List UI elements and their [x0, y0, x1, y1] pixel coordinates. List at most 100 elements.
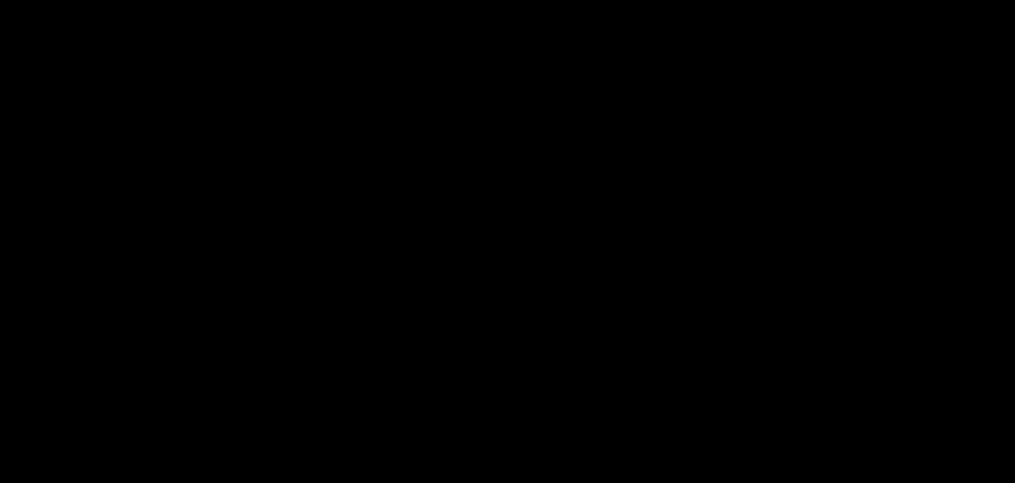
cell-9m24: -: [780, 437, 877, 460]
cell-3q25: 1: [396, 391, 493, 414]
cell-2q25: 38: [492, 46, 589, 69]
summary-row: Commercial Aviation 20 19 16 46 42 77-85: [0, 230, 1015, 253]
cell-9m24: 3: [780, 414, 877, 437]
cell-3q24: 2: [588, 276, 685, 299]
cell-guidance: 145-155: [876, 46, 1015, 69]
cell-guidance: 77-85: [876, 230, 1015, 253]
cell-2q25: [492, 253, 589, 276]
summary-row: Defense & Security 1 4 2 5 3: [0, 391, 1015, 414]
cell-guidance: [876, 138, 1015, 161]
row-label: Commercial Aviation: [0, 230, 397, 253]
row-label: Executive Aviation: [0, 46, 397, 69]
table-row: 10 22 18: [0, 161, 1015, 184]
cell-2q25: [492, 69, 589, 92]
cell-2q25: [492, 23, 589, 46]
cell-9m25: 20: [684, 253, 781, 276]
cell-9m24: 15: [780, 138, 877, 161]
cell-9m24: 15: [780, 299, 877, 322]
cell-2q25: [492, 322, 589, 345]
cell-guidance: [876, 253, 1015, 276]
cell-3q24: -: [588, 437, 685, 460]
cell-9m24: 21: [780, 253, 877, 276]
cell-9m25: [684, 460, 781, 483]
table-row: - -4-: [0, 437, 1015, 460]
cell-3q25: 41: [396, 46, 493, 69]
cell-3q24: [588, 184, 685, 207]
cell-9m25: 1: [684, 414, 781, 437]
cell-2q25: [492, 368, 589, 391]
row-label-hidden: [0, 161, 397, 184]
cell-3q25: [396, 184, 493, 207]
cell-3q24: 2: [588, 414, 685, 437]
cell-9m25: [684, 299, 781, 322]
cell-3q25: 20: [396, 230, 493, 253]
cell-guidance: [876, 299, 1015, 322]
column-header-9m24: 9M24: [780, 0, 877, 23]
cell-9m25: 58: [684, 115, 781, 138]
cell-2q25: 21: [492, 115, 589, 138]
cell-9m24: [780, 23, 877, 46]
row-label-hidden: [0, 437, 397, 460]
cell-9m24: 6: [780, 276, 877, 299]
cell-9m25: 5: [684, 391, 781, 414]
cell-3q25: [396, 253, 493, 276]
row-label-hidden: [0, 138, 397, 161]
cell-2q25: [492, 92, 589, 115]
cell-3q24: [588, 460, 685, 483]
column-header-9m25: 9M25: [684, 0, 781, 23]
cell-guidance: [876, 437, 1015, 460]
summary-row: Total Commercial Av. & Executive Av. 61 57…: [0, 345, 1015, 368]
cell-9m25: [684, 184, 781, 207]
cell-3q25: [396, 299, 493, 322]
column-header-2q25: 2Q25: [492, 0, 589, 23]
cell-9m25: 4: [684, 437, 781, 460]
cell-2q25: -: [492, 414, 589, 437]
row-label-hidden: [0, 414, 397, 437]
row-label-hidden: [0, 460, 397, 483]
cell-3q24: 2: [588, 391, 685, 414]
cell-3q25: [396, 92, 493, 115]
cell-3q25: 1: [396, 414, 493, 437]
cell-9m25: 9: [684, 69, 781, 92]
cell-3q25: [396, 161, 493, 184]
cell-2q25: [492, 138, 589, 161]
cell-2q25: 1: [492, 276, 589, 299]
table-row: [0, 207, 1015, 230]
table-row: 18 49 46: [0, 92, 1015, 115]
cell-guidance: [876, 115, 1015, 138]
cell-2q25: [492, 184, 589, 207]
row-label: Total Commercial Av. & Executive Av.: [0, 345, 397, 368]
cell-9m25: [684, 23, 781, 46]
cell-2q25: [492, 460, 589, 483]
cell-9m24: [780, 184, 877, 207]
cell-2q25: 19: [492, 230, 589, 253]
cell-3q24: 4: [588, 253, 685, 276]
cell-guidance: [876, 92, 1015, 115]
cell-2q25: 57: [492, 345, 589, 368]
cell-2q25: [492, 299, 589, 322]
cell-3q25: [396, 460, 493, 483]
cell-guidance: [876, 184, 1015, 207]
table-row: 4 20 21: [0, 253, 1015, 276]
cell-9m24: 53: [780, 115, 877, 138]
cell-3q24: 16: [588, 230, 685, 253]
cell-3q24: 57: [588, 345, 685, 368]
table-row: [0, 368, 1015, 391]
cell-2q25: [492, 161, 589, 184]
cell-9m24: 86: [780, 46, 877, 69]
cell-3q25: 61: [396, 345, 493, 368]
cell-9m25: 148: [684, 345, 781, 368]
header-title: Deliveries by Segment: [0, 0, 397, 23]
cell-9m24: 7: [780, 69, 877, 92]
cell-9m25: [684, 322, 781, 345]
cell-9m25: 49: [684, 92, 781, 115]
spacer-row: [0, 23, 1015, 46]
cell-3q24: 18: [588, 92, 685, 115]
cell-3q24: [588, 368, 685, 391]
cell-9m25: 102: [684, 46, 781, 69]
cell-9m24: 3: [780, 391, 877, 414]
